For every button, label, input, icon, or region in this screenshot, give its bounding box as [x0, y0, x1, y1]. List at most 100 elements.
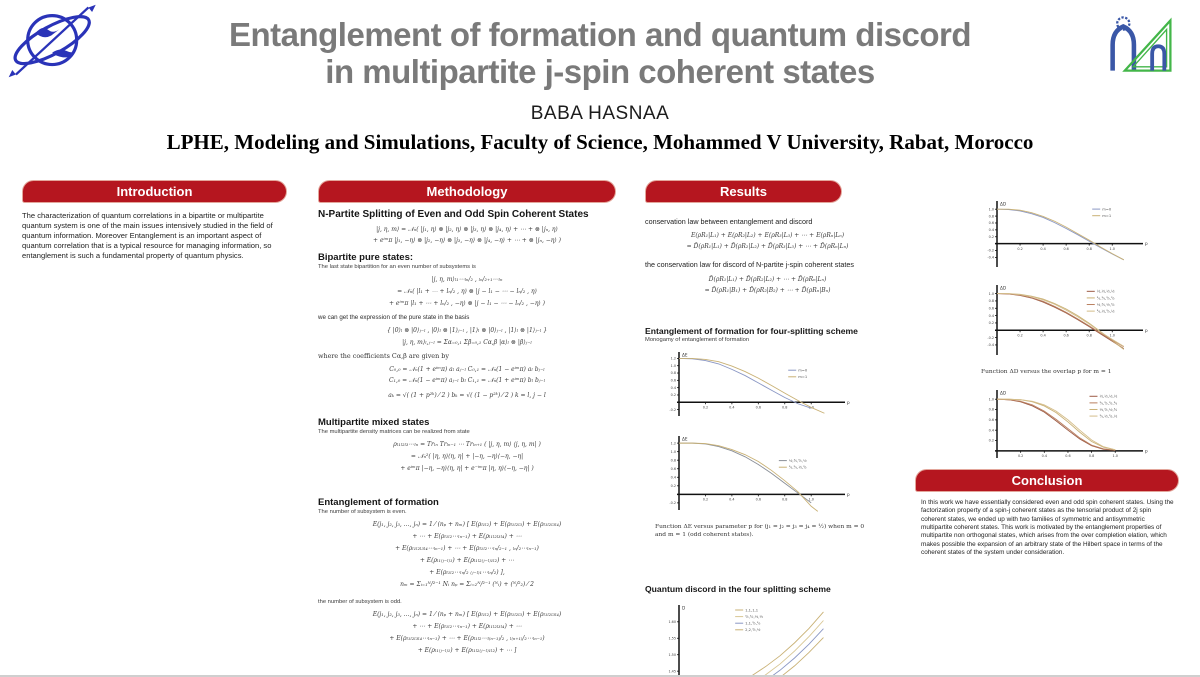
svg-text:m=0: m=0 — [798, 368, 808, 372]
svg-text:1.2: 1.2 — [671, 356, 676, 360]
svg-text:1.0: 1.0 — [989, 207, 994, 211]
svg-text:ΔD: ΔD — [1000, 202, 1006, 207]
subtext-even-subsystems: The number of subsystem is even. — [318, 509, 407, 515]
svg-text:-0.2: -0.2 — [987, 249, 994, 253]
svg-text:p: p — [1145, 328, 1148, 333]
equation-line: + eⁱᵐπ |j₁, −η⟩ ⊗ |j₂, −η⟩ ⊗ |j₃, −η⟩ ⊗ … — [373, 237, 561, 244]
svg-text:0.2: 0.2 — [671, 484, 676, 488]
svg-text:1.0: 1.0 — [1113, 454, 1118, 458]
poster-title-line2: in multipartite j-spin coherent states — [325, 53, 875, 90]
caption-delta-e: Function ΔE versus parameter p for (j₁ =… — [655, 523, 865, 538]
equation-line: + ⋯ + E(ρₗ₁ₗ₂⋯ₗₙ₋₁) + E(ρₗ₁ₗ₂ₗ₃ₗ₄) + ⋯ — [412, 623, 522, 630]
equation-line: aₖ = √( (1 + p²ᵏ) ⁄ 2 ) bₖ = √( (1 − p²ᵏ… — [388, 392, 546, 399]
svg-text:0.8: 0.8 — [782, 405, 787, 409]
heading-multipartite-mixed-states: Multipartite mixed states — [318, 417, 430, 428]
heading-entanglement-of-formation: Entanglement of formation — [318, 497, 439, 508]
svg-text:m=0: m=0 — [1102, 208, 1112, 212]
svg-text:0.2: 0.2 — [1017, 247, 1022, 251]
svg-text:0.8: 0.8 — [989, 214, 994, 218]
chart-svg: 0.2 0.4 0.6 0.8 1.0 -0.4 -0.2 0.2 0.4 0.6 0.8 1.0 ΔD… — [987, 285, 1148, 355]
svg-text:0.6: 0.6 — [989, 418, 994, 422]
equation-line: + E(ρₗ₁ₗ₂ₗ₃ₗ₄⋯ₗₙ₋₁) + ⋯ + E(ρₗ₁ₗ₂⋯ₗₙ/₂₋₁… — [395, 545, 539, 552]
svg-text:1,1,³⁄₂,³⁄₂: 1,1,³⁄₂,³⁄₂ — [745, 621, 761, 625]
introduction-header: Introduction — [22, 180, 287, 203]
svg-text:1.0: 1.0 — [989, 397, 994, 401]
equation-line: + ⋯ + E(ρₗ₁ₗ₂⋯ₗₙ₋₁) + E(ρₗ₁ₗ₂ₗ₃ₗ₄) + ⋯ — [412, 533, 522, 540]
svg-text:-0.2: -0.2 — [987, 336, 994, 340]
caption-delta-d-m1: Function ΔD versus the overlap p for m =… — [981, 369, 1112, 375]
svg-text:0.4: 0.4 — [1042, 454, 1047, 458]
conclusion-body: In this work we have essentially conside… — [921, 499, 1174, 556]
svg-text:ΔE: ΔE — [682, 352, 688, 357]
svg-text:³⁄₂,³⁄₂,³⁄₂,³⁄₂: ³⁄₂,³⁄₂,³⁄₂,³⁄₂ — [1099, 401, 1117, 405]
svg-text:0.2: 0.2 — [703, 497, 708, 501]
heading-ef-four-splitting: Entanglement of formation for four-split… — [645, 325, 858, 336]
equation-ef-even: E(j₁, j₂, j₃, …, jₙ) = 1 ⁄ (nₚ + nₘ) [ E… — [318, 519, 616, 591]
right-figures-section: 0.2 0.4 0.6 0.8 1.0 -0.4 -0.2 0.2 0.4 0.6 0.8 1.0 ΔD… — [915, 190, 1197, 675]
svg-text:1.0: 1.0 — [989, 292, 994, 296]
heading-quantum-discord-four-splitting: Quantum discord in the four splitting sc… — [645, 583, 831, 594]
svg-text:ΔD: ΔD — [1000, 286, 1006, 291]
equation-line: = 𝒩ₙ( |l₁ + ⋯ + lₙ/₂ , η⟩ ⊗ |j − l₁ − ⋯ … — [397, 288, 537, 295]
subtext-mixed-states: The multipartite density matrices can be… — [318, 429, 470, 435]
conclusion-section: Conclusion In this work we have essentia… — [915, 469, 1179, 557]
text-discord-law: the conservation law for discord of N-pa… — [645, 260, 854, 270]
svg-text:0.6: 0.6 — [1063, 247, 1068, 251]
conclusion-header: Conclusion — [915, 469, 1179, 492]
svg-text:½,³⁄₂,⁵⁄₂,½: ½,³⁄₂,⁵⁄₂,½ — [789, 459, 807, 463]
subtext-monogamy: Monogamy of entanglement of formation — [645, 336, 750, 343]
equation-line: |j, η, m⟩ₗ₁⋯ₗₙ/₂ , ₗₙ/₂₊₁⋯ₗₙ — [431, 276, 503, 283]
svg-text:0.6: 0.6 — [756, 497, 761, 501]
introduction-body: The characterization of quantum correlat… — [22, 211, 273, 261]
methodology-section: Methodology N-Partite Splitting of Even … — [318, 180, 616, 659]
equation-discord-law: D̄(ρR₁|L₁) + D̄(ρR₂|L₂) + ⋯ + D̄(ρRₙ|Lₙ)… — [645, 274, 890, 296]
equation-basis: { |0⟩ₗ ⊗ |0⟩ⱼ₋ₗ , |0⟩ₗ ⊗ |1⟩ⱼ₋ₗ , |1⟩ₗ ⊗… — [318, 325, 616, 349]
university-arch-logo — [1110, 16, 1172, 72]
results-section: Results conservation law between entangl… — [645, 180, 890, 675]
svg-text:³⁄₂,½,³⁄₂,½: ³⁄₂,½,³⁄₂,½ — [1097, 310, 1115, 314]
svg-text:³⁄₂,½,³⁄₂,½: ³⁄₂,½,³⁄₂,½ — [1099, 414, 1117, 418]
chart-delta-d-m0: 0.2 0.4 0.6 0.8 1.0 0.2 0.4 0.6 0.8 1.0 ΔD p ½,½,½,½… — [977, 385, 1177, 467]
equation-mixed-states: ρₗ₁ₗ₂ₗ₃⋯ₗₙ = Trₗₙ Trₗₙ₋₁ ⋯ Trₗₙ₊₁ ( |j, … — [318, 439, 616, 475]
svg-text:½,½,½,½: ½,½,½,½ — [1097, 290, 1115, 294]
svg-text:p: p — [1145, 241, 1148, 246]
svg-text:1.55: 1.55 — [668, 636, 676, 640]
svg-text:0.2: 0.2 — [989, 439, 994, 443]
equation-line: ρₗ₁ₗ₂ₗ₃⋯ₗₙ = Trₗₙ Trₗₙ₋₁ ⋯ Trₗₙ₊₁ ( |j, … — [393, 441, 541, 448]
equation-line: + E(ρₗ₁ₗ₂ₗ₃ₗ₄⋯ₗₙ₋₁) + ⋯ + E(ρₗ₁ₗ₂⋯ₗ₍ₙ₋₁₎… — [389, 635, 545, 642]
svg-text:1.0: 1.0 — [1110, 333, 1115, 337]
equation-line: E(j₁, j₂, j₃, …, jₙ) = 1 ⁄ (nₚ + nₘ) [ E… — [372, 611, 562, 618]
equation-line: = D̄(ρR₁|L₁) + D̄(ρR₂|L₂) + D̄(ρR₃|L₃) +… — [686, 243, 849, 251]
svg-text:0.6: 0.6 — [1063, 333, 1068, 337]
svg-text:0.2: 0.2 — [989, 321, 994, 325]
svg-text:0.2: 0.2 — [703, 405, 708, 409]
chart-delta-e-vs-p-m: 0.2 0.4 0.6 0.8 1.0 -0.2 0.2 0.4 0.6 0.8 1.0 1.2 ΔE p… — [659, 347, 879, 425]
svg-text:0.4: 0.4 — [989, 428, 994, 432]
equation-line: + E(ρₗ₁₍ⱼ₋ₗ₎₁) + E(ρₗ₁ₗ₂₍ⱼ₋ₗ₎₁ₗ₂) + ⋯ — [419, 557, 515, 564]
svg-text:1.0: 1.0 — [671, 364, 676, 368]
equation-line: = 𝒩ₙ²( |η, η⟩⟨η, η| + |−η, −η⟩⟨−η, −η| — [410, 453, 524, 460]
svg-text:0.8: 0.8 — [1087, 247, 1092, 251]
equation-coefficients: C₀,₀ = 𝒩ₙ(1 + eⁱᵐπ) aₗ aⱼ₋ₗ C₀,₁ = 𝒩ₙ(1 … — [318, 364, 616, 386]
svg-text:0.6: 0.6 — [671, 467, 676, 471]
svg-text:0.8: 0.8 — [989, 408, 994, 412]
chart-svg: 0.2 0.4 0.6 0.8 1.0 0.2 0.4 0.6 0.8 1.0 ΔD p ½,½,½,½… — [989, 389, 1148, 458]
text-conservation-law: conservation law between entanglement an… — [645, 217, 813, 226]
equation-npartite: |j, η, m⟩ = 𝒩ₙ( |j₁, η⟩ ⊗ |j₂, η⟩ ⊗ |j₃,… — [318, 224, 616, 246]
equation-line: |j, η, m⟩ = 𝒩ₙ( |j₁, η⟩ ⊗ |j₂, η⟩ ⊗ |j₃,… — [376, 226, 558, 233]
svg-text:0.6: 0.6 — [989, 221, 994, 225]
svg-text:0.6: 0.6 — [756, 405, 761, 409]
svg-text:½,½,½,½: ½,½,½,½ — [1099, 395, 1117, 399]
svg-text:0.2: 0.2 — [1017, 333, 1022, 337]
svg-text:p: p — [847, 400, 850, 405]
svg-text:0.6: 0.6 — [1065, 454, 1070, 458]
heading-bipartite-pure-states: Bipartite pure states: — [318, 252, 414, 263]
text-coefficients: where the coefficients Cα,β are given by — [318, 352, 449, 360]
equation-line: nₘ = Σᵢ₌₁ᴺ/²⁻¹ Nᵢ nₚ = Σᵢ₌₂ᴺ/²⁻¹ (ᴺᵢ) + … — [400, 581, 534, 588]
svg-text:½,³⁄₂,½,³⁄₂: ½,³⁄₂,½,³⁄₂ — [1099, 408, 1117, 412]
svg-text:0.8: 0.8 — [782, 497, 787, 501]
text-basis: we can get the expression of the pure st… — [318, 314, 470, 321]
svg-text:1.2: 1.2 — [671, 441, 676, 445]
svg-text:-0.4: -0.4 — [987, 343, 994, 347]
